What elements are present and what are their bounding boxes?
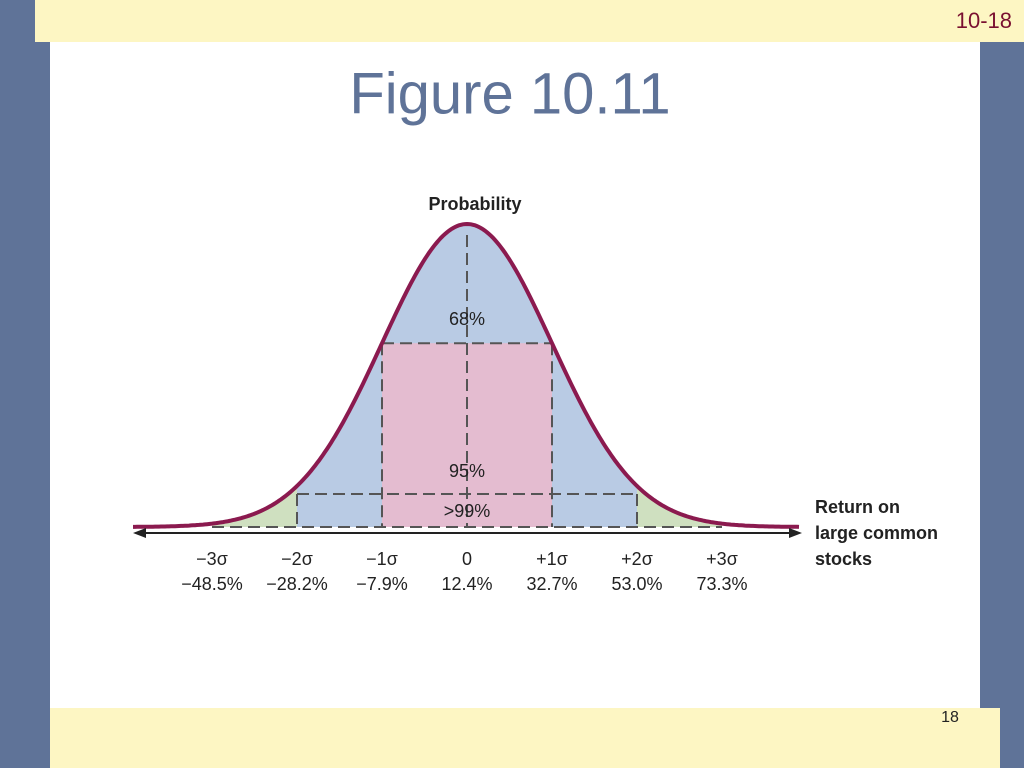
x-label: Return on [815,497,900,517]
bottom-band [50,708,1000,768]
bell-curve [133,221,800,529]
return-label: 73.3% [696,574,747,594]
slide-label: 10-18 [956,8,1012,33]
region-label: >99% [444,501,491,521]
sigma-label: −3σ [196,549,228,569]
sigma-label: −2σ [281,549,313,569]
region-label: 68% [449,309,485,329]
y-label: Probability [428,194,521,214]
return-label: 12.4% [441,574,492,594]
title: Figure 10.11 [349,61,670,126]
sigma-label: +1σ [536,549,568,569]
return-label: 53.0% [611,574,662,594]
sigma-label: −1σ [366,549,398,569]
region-label: 95% [449,461,485,481]
sigma-label: 0 [462,549,472,569]
return-label: 32.7% [526,574,577,594]
top-band [35,0,1024,42]
page-number: 18 [941,709,959,726]
sigma-label: +2σ [621,549,653,569]
return-label: −7.9% [356,574,408,594]
x-label: stocks [815,549,872,569]
x-label: large common [815,523,938,543]
axis-arrow-right [789,528,802,538]
return-label: −28.2% [266,574,328,594]
sigma-label: +3σ [706,549,738,569]
return-label: −48.5% [181,574,243,594]
axis-arrow-left [133,528,146,538]
right-block [982,42,1024,110]
normal-curve-figure: Probability Return on large common stocks 68… [133,194,938,594]
